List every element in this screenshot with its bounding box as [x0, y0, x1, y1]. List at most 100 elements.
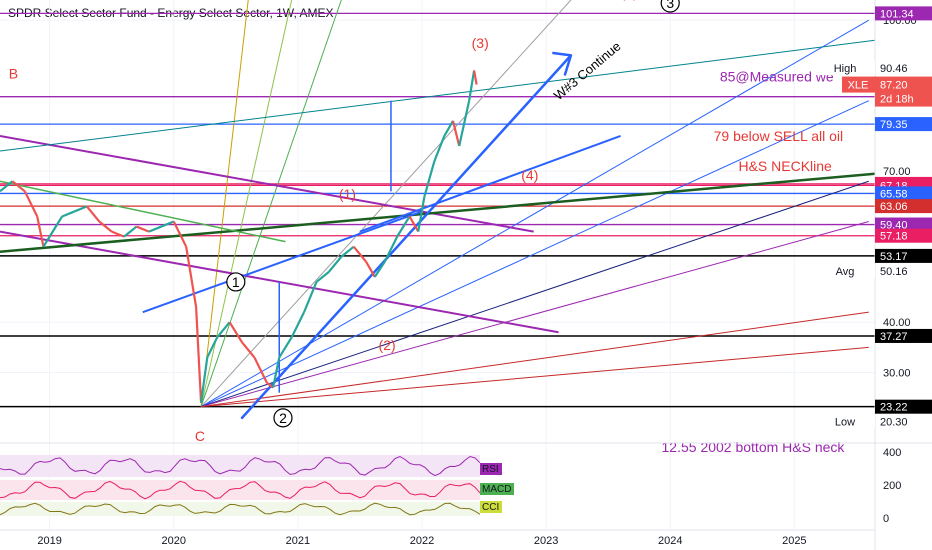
arrow-head — [563, 55, 573, 76]
price-segment — [86, 205, 101, 223]
price-segment — [160, 220, 175, 228]
price-segment — [328, 256, 343, 273]
price-segment — [195, 307, 203, 403]
chart-annotation: (4) — [521, 167, 538, 183]
time-tick-label: 2023 — [534, 535, 558, 547]
indicator-tick-label: 400 — [883, 447, 901, 459]
price-segment — [111, 230, 125, 238]
price-segment — [408, 215, 420, 233]
level-tag: 53.17 — [880, 251, 908, 263]
price-segment — [271, 357, 281, 388]
price-segment — [136, 225, 150, 233]
high-box — [815, 61, 875, 76]
price-tick-label: 70.00 — [883, 166, 911, 178]
low-value: 20.30 — [880, 416, 908, 428]
level-tag-bg — [875, 217, 932, 232]
low-box — [815, 414, 875, 429]
price-segment — [417, 196, 426, 232]
price-segment — [468, 70, 476, 101]
wave-circle — [660, 0, 680, 13]
level-tag-bg — [875, 328, 932, 343]
level-tag: 65.58 — [880, 188, 908, 200]
wave-label: 1 — [232, 274, 240, 290]
indicator-band — [0, 502, 480, 516]
avg-box — [815, 264, 875, 279]
last-price-box — [875, 76, 932, 107]
chart-annotation: 85@Measured we — [720, 69, 834, 85]
trendline-long — [0, 172, 875, 253]
chart-annotation: W#3 Continue — [551, 39, 624, 103]
price-segment — [98, 220, 113, 233]
wave-label: 3 — [666, 0, 674, 11]
high-label: High — [834, 63, 857, 75]
price-segment — [0, 180, 14, 193]
level-tag: 59.40 — [880, 220, 908, 232]
price-segment — [290, 311, 306, 338]
wave-label: 2 — [279, 410, 287, 426]
price-segment — [199, 357, 209, 403]
last-price-value: 87.20 — [880, 80, 908, 92]
price-segment — [206, 336, 219, 358]
fan-line — [201, 346, 869, 408]
channel-lower — [142, 210, 423, 314]
level-tag-bg — [875, 117, 932, 132]
wave-circle — [273, 408, 293, 428]
price-segment — [148, 225, 162, 233]
plot-layer — [0, 0, 875, 420]
price-segment — [303, 281, 318, 313]
price-segment — [315, 271, 330, 283]
fan-line — [200, 0, 249, 407]
indicator-tag-bg — [480, 483, 514, 495]
indicator-line — [0, 455, 481, 477]
arrow-head — [552, 51, 572, 57]
indicator-tick-label: 200 — [883, 480, 901, 492]
time-tick-label: 2020 — [162, 535, 186, 547]
price-segment — [373, 261, 386, 278]
indicator-tick-label: 0 — [883, 513, 889, 525]
time-tick-label: 2019 — [37, 535, 61, 547]
avg-label: Avg — [836, 266, 855, 278]
avg-value: 50.16 — [880, 266, 908, 278]
price-segment — [216, 321, 231, 339]
indicator-line — [0, 502, 481, 516]
level-tag-bg — [875, 228, 932, 243]
indicator-tag-bg — [480, 501, 502, 513]
price-segment — [36, 216, 45, 247]
fan-line — [200, 0, 342, 407]
price-segment — [278, 336, 293, 359]
price-segment — [365, 261, 376, 278]
price-segment — [253, 356, 268, 384]
price-segment — [396, 215, 411, 238]
level-tag: 101.34 — [880, 8, 914, 20]
fan-line — [200, 0, 572, 408]
fan-line — [200, 180, 869, 408]
chart-annotation: 79 below SELL all oil — [714, 128, 843, 144]
chart-annotation: C — [195, 428, 205, 444]
indicator-tag: MACD — [482, 484, 511, 495]
level-tag: 57.18 — [880, 231, 908, 243]
wave-circle — [226, 272, 246, 292]
fan-line — [200, 221, 869, 408]
price-segment — [340, 245, 355, 258]
high-value: 90.46 — [880, 63, 908, 75]
price-segment — [266, 381, 274, 389]
time-tick-label: 2025 — [782, 535, 806, 547]
chart-annotation: (2) — [379, 337, 396, 353]
time-tick-label: 2024 — [658, 535, 682, 547]
indicator-tag: CCI — [482, 502, 499, 513]
price-tick-label: 30.00 — [883, 368, 911, 380]
channel-arrow — [240, 54, 573, 420]
price-segment — [48, 215, 63, 238]
time-tick-label: 2022 — [410, 535, 434, 547]
price-segment — [383, 236, 399, 263]
price-segment — [473, 70, 478, 85]
symbol-box — [842, 76, 875, 93]
level-tag: 23.22 — [880, 402, 908, 414]
chart-annotation: (1) — [339, 186, 356, 202]
level-tag-bg — [875, 6, 932, 21]
symbol-label: XLE — [848, 80, 869, 92]
price-segment — [61, 210, 75, 218]
level-tag-bg — [875, 186, 932, 201]
price-segment — [241, 341, 256, 359]
